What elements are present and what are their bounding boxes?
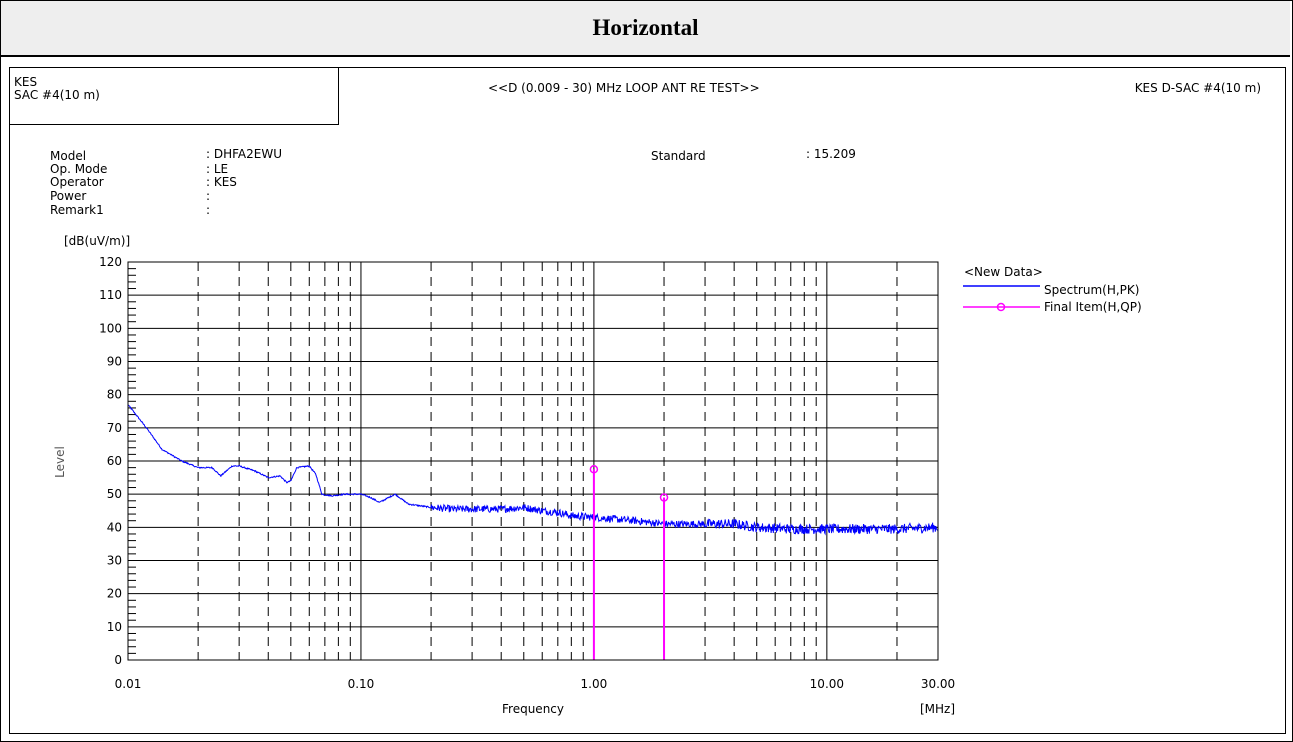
x-axis-label: Frequency	[502, 702, 564, 716]
y-tick-label: 10	[107, 620, 122, 634]
legend-label-final-item: Final Item(H,QP)	[1044, 300, 1142, 314]
remark-value: :	[206, 203, 211, 217]
y-tick-label: 120	[99, 255, 122, 269]
legend-label-spectrum: Spectrum(H,PK)	[1044, 283, 1139, 297]
legend-marker-final-item	[996, 302, 1006, 312]
y-tick-label: 90	[107, 355, 122, 369]
site-line-2: SAC #4(10 m)	[14, 88, 100, 102]
section-title: Horizontal	[1, 1, 1290, 57]
legend: <New Data> Spectrum(H,PK) Final Item(H,Q…	[963, 265, 1142, 314]
x-tick-label: 1.00	[581, 677, 608, 691]
series-layer	[127, 404, 939, 660]
grid	[127, 261, 939, 661]
model-value: : DHFA2EWU	[206, 147, 282, 161]
power-value: :	[206, 189, 211, 203]
axis-ticks: 0 10 20 30 40 50 60 70 80 90 100 110 120 0.01 0.10 1.00…	[99, 255, 955, 691]
y-unit-label: [dB(uV/m)]	[64, 234, 130, 248]
y-tick-label: 0	[114, 653, 122, 667]
y-tick-label: 70	[107, 421, 122, 435]
site-right: KES D-SAC #4(10 m)	[1134, 81, 1261, 95]
x-tick-label: 10.00	[810, 677, 844, 691]
y-tick-label: 60	[107, 454, 122, 468]
y-tick-label: 110	[99, 288, 122, 302]
final-item-marker	[589, 465, 599, 474]
model-label: Model	[50, 149, 87, 163]
remark-label: Remark1	[50, 203, 104, 217]
operator-value: : KES	[206, 175, 237, 189]
x-tick-label: 0.01	[115, 677, 142, 691]
y-tick-label: 30	[107, 554, 122, 568]
plot-border	[127, 261, 939, 661]
op-mode-label: Op. Mode	[50, 162, 108, 176]
y-tick-label: 20	[107, 587, 122, 601]
final-item-marker	[659, 493, 669, 502]
y-tick-label: 80	[107, 388, 122, 402]
x-tick-label: 0.10	[348, 677, 375, 691]
legend-title: <New Data>	[964, 265, 1043, 279]
op-mode-value: : LE	[206, 162, 229, 176]
test-title: <<D (0.009 - 30) MHz LOOP ANT RE TEST>>	[488, 81, 760, 95]
standard-label: Standard	[651, 149, 706, 163]
x-unit-label: [MHz]	[920, 702, 955, 716]
x-tick-label: 30.00	[921, 677, 955, 691]
test-report-panel: KES SAC #4(10 m) <<D (0.009 - 30) MHz LO…	[9, 67, 1286, 734]
y-tick-label: 40	[107, 520, 122, 534]
y-axis-label: Level	[53, 446, 67, 478]
site-box: KES SAC #4(10 m)	[10, 68, 339, 125]
site-line-1: KES	[14, 75, 38, 89]
power-label: Power	[50, 189, 87, 203]
spectrum-line	[127, 404, 939, 536]
y-tick-label: 50	[107, 487, 122, 501]
operator-label: Operator	[50, 175, 104, 189]
y-tick-label: 100	[99, 321, 122, 335]
standard-value: : 15.209	[806, 147, 856, 161]
